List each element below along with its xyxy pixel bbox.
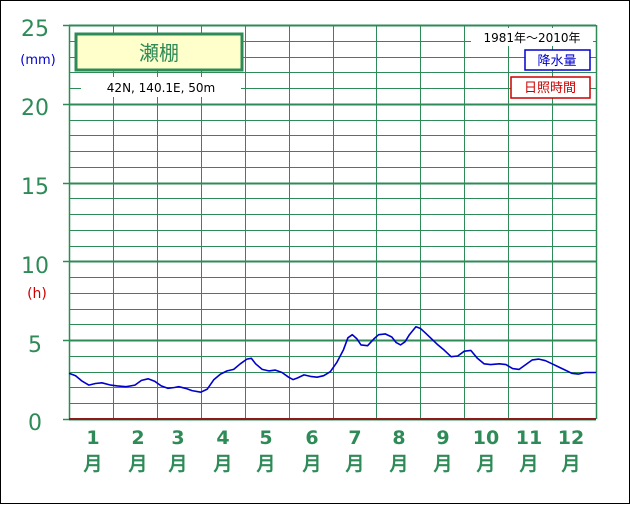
x-tick-labels: 1 月 2 月 3 月 4 月 5 月 6 月 7 月 8 月 9 月 10 月… <box>82 427 584 475</box>
y-unit-precipitation: (mm) <box>20 53 55 68</box>
x-tick-number: 12 <box>558 427 584 449</box>
x-tick-number: 2 <box>131 427 144 449</box>
y-tick-label: 25 <box>21 17 49 42</box>
legend-precipitation-label: 降水量 <box>537 54 576 69</box>
y-tick-label: 20 <box>21 96 49 121</box>
x-tick-unit: 月 <box>127 453 147 475</box>
legend-sunshine <box>510 76 591 99</box>
x-tick-unit: 月 <box>475 453 495 475</box>
y-tick-label: 0 <box>28 411 42 436</box>
x-tick-number: 9 <box>436 427 449 449</box>
grid <box>63 24 598 421</box>
legend-sunshine-label: 日照時間 <box>524 81 576 96</box>
y-tick-label: 5 <box>28 333 42 358</box>
series-layer <box>68 326 596 393</box>
station-name: 瀬棚 <box>139 41 179 65</box>
x-tick-number: 4 <box>216 427 229 449</box>
x-tick-unit: 月 <box>432 453 452 475</box>
x-tick-number: 3 <box>171 427 184 449</box>
x-tick-number: 11 <box>516 427 542 449</box>
x-tick-unit: 月 <box>518 453 538 475</box>
x-tick-unit: 月 <box>255 453 275 475</box>
y-tick-label: 15 <box>21 175 49 200</box>
period-bg <box>471 28 593 46</box>
x-tick-unit: 月 <box>212 453 232 475</box>
legend-precipitation <box>524 49 591 71</box>
location-bg <box>81 77 241 97</box>
x-tick-unit: 月 <box>388 453 408 475</box>
x-tick-number: 6 <box>305 427 318 449</box>
x-tick-number: 10 <box>473 427 499 449</box>
x-tick-number: 7 <box>348 427 361 449</box>
x-tick-unit: 月 <box>344 453 364 475</box>
y-tick-labels: 0 5 10 15 20 25 <box>21 17 49 436</box>
x-tick-number: 1 <box>86 427 99 449</box>
series-line-precipitation <box>68 326 596 393</box>
period-label: 1981年～2010年 <box>483 31 580 45</box>
y-unit-sunshine: (h) <box>27 286 47 302</box>
y-tick-label: 10 <box>21 254 49 279</box>
x-tick-unit: 月 <box>82 453 102 475</box>
station-box <box>74 32 244 72</box>
location-label: 42N, 140.1E, 50m <box>107 81 215 95</box>
x-tick-unit: 月 <box>167 453 187 475</box>
x-tick-unit: 月 <box>560 453 580 475</box>
x-tick-unit: 月 <box>301 453 321 475</box>
x-tick-number: 5 <box>259 427 272 449</box>
x-tick-number: 8 <box>392 427 405 449</box>
